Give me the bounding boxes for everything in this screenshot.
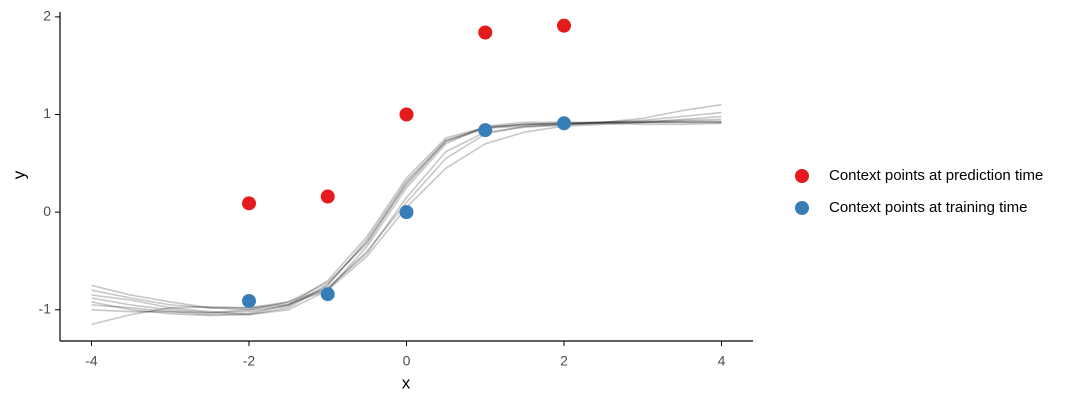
sample-curve: [91, 120, 722, 314]
point: [399, 107, 414, 122]
point: [399, 205, 414, 220]
point: [557, 18, 571, 33]
point: [320, 287, 335, 302]
point: [557, 116, 571, 131]
sample-curve: [91, 103, 722, 309]
y-tick-label: -1: [39, 300, 52, 316]
x-axis-title: x: [402, 373, 411, 392]
point: [242, 293, 256, 308]
sample-curve: [91, 121, 722, 316]
sample-curve: [91, 118, 722, 316]
y-tick-label: 1: [43, 105, 51, 121]
x-tick-label: -4: [85, 353, 98, 369]
y-axis-title: y: [9, 170, 28, 179]
sample-curve: [91, 111, 722, 311]
y-tick-label: 2: [43, 8, 51, 24]
point: [478, 25, 493, 40]
legend-marker: [795, 169, 809, 183]
x-tick-label: -2: [243, 353, 256, 369]
sample-curve: [91, 121, 722, 314]
sample-curve: [91, 115, 722, 326]
point: [478, 123, 493, 138]
legend-label: Context points at training time: [829, 199, 1027, 216]
x-tick-label: 2: [560, 353, 568, 369]
x-tick-label: 0: [403, 353, 411, 369]
point: [242, 196, 256, 211]
sample-curve: [91, 122, 722, 317]
x-tick-label: 4: [718, 353, 726, 369]
legend-label: Context points at prediction time: [829, 167, 1043, 184]
legend-marker: [795, 201, 809, 215]
point: [320, 189, 335, 204]
y-tick-label: 0: [43, 203, 51, 219]
